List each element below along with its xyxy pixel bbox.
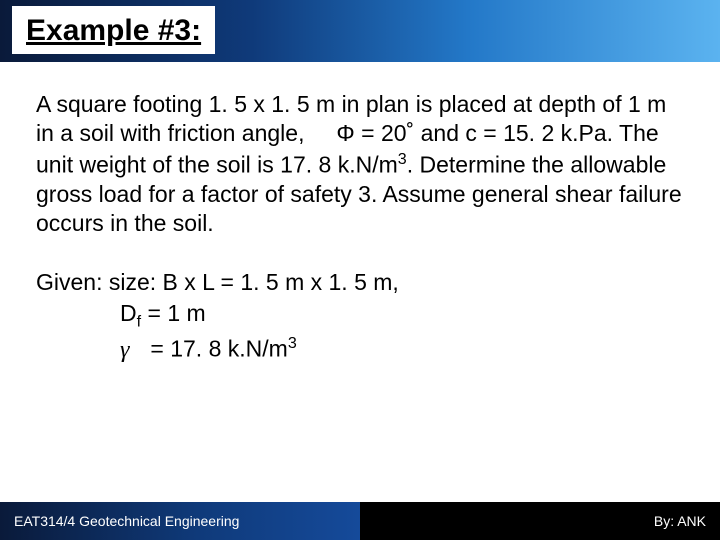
given-gamma-pre: = 17. 8 k.N/m (144, 336, 288, 362)
footer-left: EAT314/4 Geotechnical Engineering (0, 502, 360, 540)
given-df-pre: D (120, 300, 137, 326)
given-line-3: γ = 17. 8 k.N/m3 (36, 333, 684, 366)
footer: EAT314/4 Geotechnical Engineering By: AN… (0, 502, 720, 540)
problem-sup: 3 (398, 150, 407, 168)
gamma-symbol: γ (120, 334, 144, 366)
slide-content: A square footing 1. 5 x 1. 5 m in plan i… (0, 62, 720, 366)
given-label: Given: (36, 269, 109, 295)
given-line-2: Df = 1 m (36, 298, 684, 333)
problem-text: A square footing 1. 5 x 1. 5 m in plan i… (36, 90, 684, 239)
slide-title: Example #3: (12, 6, 215, 54)
footer-right: By: ANK (360, 502, 720, 540)
given-line-1: Given: size: B x L = 1. 5 m x 1. 5 m, (36, 267, 684, 298)
given-size: size: B x L = 1. 5 m x 1. 5 m, (109, 269, 399, 295)
given-gamma-sup: 3 (288, 334, 297, 352)
given-block: Given: size: B x L = 1. 5 m x 1. 5 m, Df… (36, 267, 684, 366)
title-bar: Example #3: (0, 0, 720, 62)
given-df-post: = 1 m (141, 300, 206, 326)
